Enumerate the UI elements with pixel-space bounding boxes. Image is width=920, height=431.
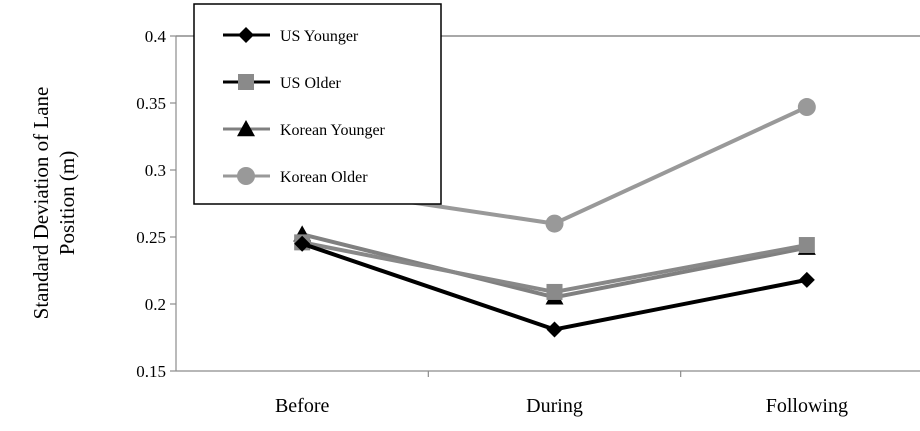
data-point-diamond bbox=[799, 272, 815, 288]
data-point-diamond bbox=[547, 321, 563, 337]
y-axis-title-line: Position (m) bbox=[55, 151, 79, 255]
legend-marker-square bbox=[238, 74, 254, 90]
y-axis-title: Standard Deviation of LanePosition (m) bbox=[29, 87, 79, 320]
data-point-square bbox=[547, 284, 563, 300]
legend-label: Korean Older bbox=[280, 169, 368, 186]
legend-item: Korean Younger bbox=[223, 120, 386, 139]
x-category-label: Following bbox=[766, 395, 848, 417]
y-axis-title-line: Standard Deviation of Lane bbox=[29, 87, 53, 320]
y-tick-label: 0.4 bbox=[145, 27, 167, 46]
legend-marker-circle bbox=[237, 167, 255, 185]
y-tick-label: 0.15 bbox=[136, 362, 166, 381]
data-point-circle bbox=[798, 98, 816, 116]
legend-item: Korean Older bbox=[223, 167, 368, 186]
legend: US Younger US Older Korean Younger Korean O… bbox=[194, 4, 441, 204]
x-category-label: Before bbox=[275, 395, 330, 417]
y-tick-label: 0.25 bbox=[136, 228, 166, 247]
y-tick-label: 0.35 bbox=[136, 94, 166, 113]
legend-label: Korean Younger bbox=[280, 122, 386, 139]
y-tick-label: 0.2 bbox=[145, 295, 166, 314]
legend-label: US Younger bbox=[280, 28, 359, 45]
x-category-label: During bbox=[526, 395, 583, 417]
legend-item: US Older bbox=[223, 74, 342, 92]
data-point-square bbox=[799, 237, 815, 253]
y-tick-label: 0.3 bbox=[145, 161, 166, 180]
data-point-circle bbox=[546, 215, 564, 233]
legend-label: US Older bbox=[280, 75, 342, 92]
